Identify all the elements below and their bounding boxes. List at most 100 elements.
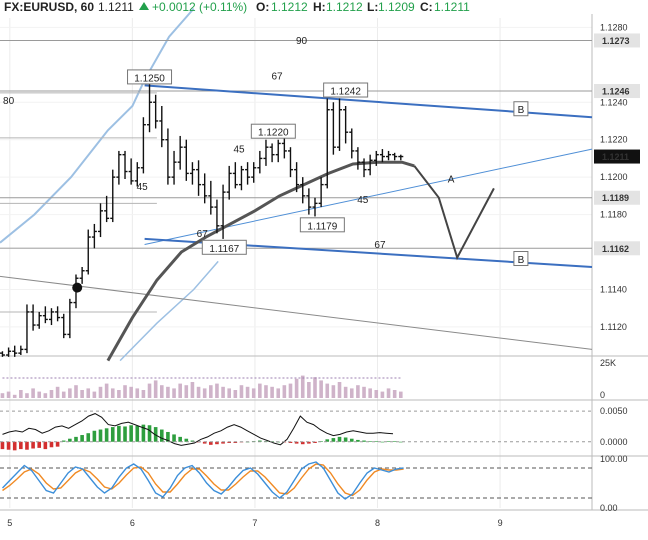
macd-histogram-bar [368, 441, 372, 442]
candle [202, 173, 208, 204]
volume-bar [337, 382, 342, 398]
signal-marker-icon [72, 282, 83, 293]
time-axis[interactable]: 5 6 7 8 9 [7, 518, 502, 528]
macd-histogram-bar [159, 429, 164, 442]
macd-tick-label: 0.0050 [600, 406, 628, 416]
label-box [513, 101, 529, 117]
candle [128, 158, 134, 185]
macd-pane: 0.0050 0.0000 [0, 406, 628, 451]
macd-histogram-bar [374, 441, 379, 442]
volume-bar [43, 393, 48, 398]
volume-bar [166, 386, 170, 398]
candle [214, 199, 220, 234]
volume-bar [264, 385, 268, 398]
macd-histogram-bar [104, 428, 109, 442]
price-axis[interactable]: 1.1280 1.1240 1.1220 1.1200 1.1180 1.1140 1.11… [594, 22, 640, 332]
annotation-label: 1.1242 [330, 87, 361, 98]
price-tick-label: 1.1220 [600, 135, 628, 145]
macd-histogram-bar [135, 425, 140, 442]
volume-bar [19, 390, 23, 398]
volume-bar [117, 390, 121, 398]
macd-histogram-bar [98, 429, 103, 442]
macd-histogram-bar [386, 441, 391, 442]
moving-average-line [106, 160, 415, 362]
volume-bar [129, 386, 133, 398]
stochastic-pane: 100.00 0.00 [0, 454, 628, 513]
annotation-label: 1.1179 [307, 221, 337, 232]
macd-histogram-bar [233, 441, 238, 443]
annotation-label: 90 [296, 36, 308, 47]
macd-histogram-bar [184, 438, 189, 442]
candle [386, 150, 392, 161]
volume-bar [349, 388, 354, 398]
volume-bar [196, 386, 201, 398]
macd-histogram-bar [86, 433, 91, 442]
candle [251, 162, 257, 183]
price-tag-label: 1.1162 [602, 244, 629, 254]
volume-bar [368, 388, 372, 398]
candle [104, 195, 110, 223]
annotation-label: B [518, 255, 525, 266]
macd-histogram-bar [92, 430, 97, 442]
candle [48, 308, 54, 326]
volume-bar [245, 386, 250, 398]
macd-histogram-bar [61, 440, 66, 442]
candle [140, 117, 146, 174]
macd-histogram-bar [129, 425, 133, 442]
macd-histogram-bar [43, 441, 48, 450]
macd-histogram-bar [288, 441, 293, 443]
macd-histogram-bar [392, 441, 397, 442]
candle [367, 154, 373, 176]
volume-bar [221, 386, 225, 398]
candle [196, 160, 202, 196]
macd-histogram-bar [31, 441, 35, 449]
volume-bar [172, 388, 176, 398]
volume-bar [86, 388, 91, 398]
volume-bar [325, 383, 330, 398]
volume-bar [276, 388, 281, 398]
macd-histogram-bar [80, 435, 84, 442]
volume-bar [147, 383, 152, 398]
macd-histogram-bar [331, 438, 336, 442]
volume-pane: 25K 0 [0, 358, 616, 400]
annotations: 1.1250 1.1242 1.1220 1.1179 1.1167 80 90 67 45 45… [3, 36, 529, 267]
candle [330, 102, 336, 155]
candle [318, 177, 324, 208]
macd-histogram-bar [68, 438, 72, 442]
macd-histogram-bar [343, 437, 348, 442]
volume-bar [74, 385, 78, 398]
volume-bar [68, 388, 72, 398]
candle [147, 83, 153, 133]
annotation-label: 67 [271, 72, 283, 83]
volume-bar [288, 383, 293, 398]
volume-bar [153, 380, 158, 398]
price-tag-label: 1.1211 [602, 152, 629, 162]
volume-bar [227, 388, 232, 398]
macd-histogram-bar [398, 441, 403, 443]
candle [165, 128, 171, 185]
macd-histogram-bar [25, 441, 29, 450]
price-tick-label: 1.1120 [600, 322, 627, 332]
volume-bar [98, 386, 103, 398]
macd-histogram-bar [258, 440, 262, 442]
candle [6, 347, 12, 357]
volume-bar [270, 386, 274, 398]
candle [208, 180, 214, 215]
annotation-label: 80 [3, 96, 15, 107]
macd-histogram-bar [380, 441, 385, 443]
candle [91, 223, 97, 249]
macd-histogram-bar [12, 441, 17, 451]
macd-histogram-bar [300, 441, 305, 445]
trend-drawings[interactable] [0, 84, 593, 362]
volume-bar [49, 390, 54, 398]
candle [343, 105, 349, 144]
volume-bar [37, 391, 42, 398]
candle [349, 128, 355, 159]
price-tag [594, 33, 640, 48]
grid-lines [0, 14, 648, 511]
candle [398, 154, 404, 161]
volume-bar [202, 388, 207, 398]
candle [300, 177, 306, 204]
macd-histogram-bar [209, 441, 213, 445]
